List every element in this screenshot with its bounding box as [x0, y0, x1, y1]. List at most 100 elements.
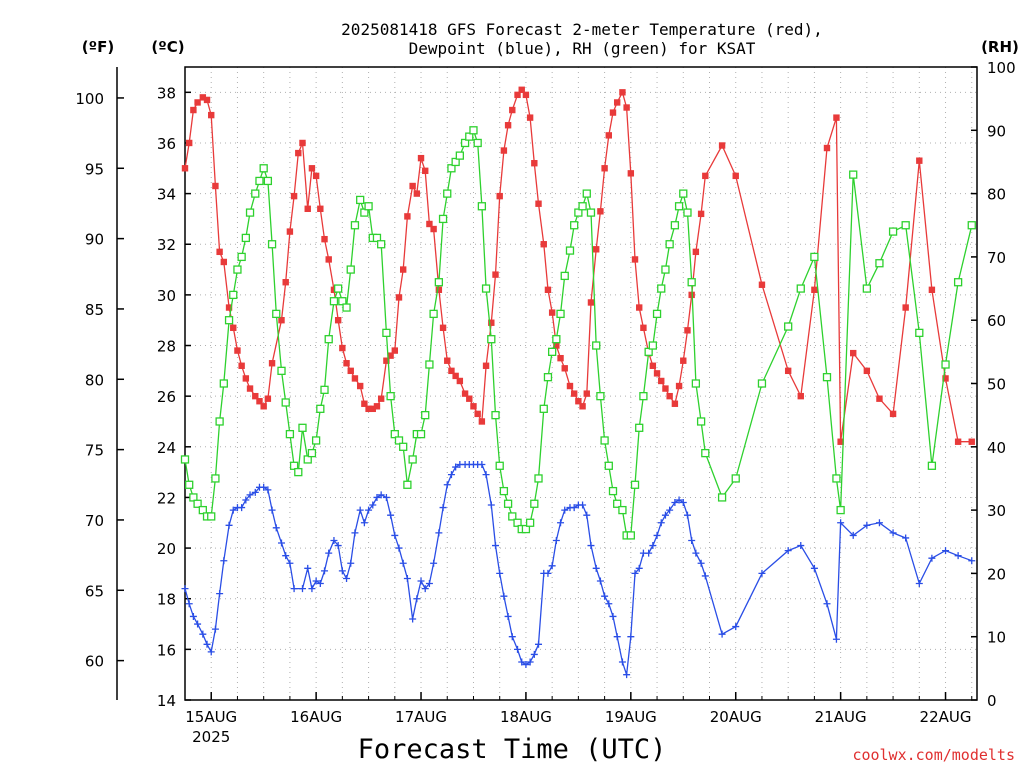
temperature-point [482, 362, 490, 369]
rh-point [543, 373, 553, 382]
series-rh [180, 126, 976, 540]
dewpoint-point [823, 600, 831, 608]
temperature-point [439, 324, 447, 331]
dewpoint-point [413, 595, 421, 603]
dewpoint-point [443, 481, 451, 489]
temperature-point [916, 157, 923, 164]
rh-point [215, 417, 224, 426]
temperature-point [526, 114, 534, 121]
rh-point [421, 410, 430, 420]
temperature-point [470, 403, 477, 410]
rh-point [324, 335, 333, 344]
dewpoint-point [666, 506, 674, 514]
dewpoint-point [544, 569, 552, 577]
x-tick-label: 16AUG [290, 708, 342, 726]
temperature-point [496, 192, 503, 200]
rh-point [465, 132, 474, 141]
rh-point [626, 531, 635, 540]
dewpoint-point [391, 531, 399, 539]
x-axis-title: Forecast Time (UTC) [358, 734, 667, 765]
temperature-point [833, 114, 840, 121]
rh-point [281, 398, 290, 407]
dewpoint-point [863, 521, 871, 529]
dewpoint-point [447, 471, 455, 479]
rh-point [408, 455, 417, 464]
rh-point [429, 309, 438, 319]
temperature-point [474, 410, 481, 418]
dewpoint-point [316, 580, 324, 588]
dewpoint-point [387, 511, 395, 519]
rh-point [503, 499, 513, 508]
celsius-tick-label: 34 [157, 186, 176, 204]
dewpoint-point [185, 600, 193, 608]
dewpoint-point [928, 554, 936, 562]
temperature-point [583, 390, 590, 397]
rh-point [394, 436, 404, 445]
fahrenheit-tick-label: 95 [85, 160, 104, 178]
rh-point [548, 347, 557, 357]
dewpoint-point [583, 511, 591, 519]
fahrenheit-tick-label: 100 [75, 90, 104, 108]
celsius-tick-label: 14 [157, 692, 176, 710]
rh-point [525, 518, 535, 527]
fahrenheit-tick-label: 80 [85, 371, 104, 389]
series-line-temperature [184, 88, 972, 443]
rh-point [508, 512, 517, 521]
temperature-point [837, 438, 844, 445]
rh-tick-label: 40 [987, 439, 1006, 457]
rh-point [941, 360, 950, 369]
dewpoint-point [304, 564, 312, 572]
rh-point [967, 221, 976, 230]
x-tick-label: 21AUG [815, 708, 867, 726]
dewpoint-point [194, 620, 202, 628]
rh-tick-label: 10 [987, 629, 1006, 647]
temperature-point [268, 360, 276, 367]
dewpoint-point [671, 499, 679, 507]
temperature-point [535, 200, 542, 207]
dewpoint-point [435, 529, 443, 537]
rh-point [356, 195, 365, 205]
temperature-point [308, 165, 316, 172]
dewpoint-point [496, 569, 504, 577]
rh-point [211, 474, 220, 483]
temperature-point [278, 317, 285, 324]
dewpoint-point [548, 562, 556, 570]
fahrenheit-tick-label: 90 [85, 231, 104, 249]
dewpoint-point [679, 499, 687, 507]
dewpoint-point [272, 524, 280, 532]
rh-point [600, 436, 609, 445]
dewpoint-point [561, 506, 569, 514]
dewpoint-point [399, 559, 407, 567]
rh-point [386, 392, 395, 401]
dewpoint-point [601, 592, 609, 600]
temperature-point [684, 327, 691, 334]
rh-point [613, 499, 622, 508]
temperature-point [339, 344, 346, 352]
rh-point [915, 328, 924, 338]
rh-point [648, 341, 658, 350]
rh-point [185, 480, 194, 489]
rh-point [635, 423, 644, 432]
temperature-point [613, 99, 621, 106]
dewpoint-point [238, 504, 246, 512]
dewpoint-point [338, 567, 346, 575]
temperature-point [444, 357, 451, 364]
dewpoint-point [403, 574, 411, 582]
temperature-point [954, 438, 962, 445]
rh-point [570, 221, 579, 230]
temperature-point [203, 96, 211, 104]
celsius-tick-label: 36 [157, 135, 176, 153]
dewpoint-point [492, 542, 500, 550]
temperature-point [570, 390, 578, 397]
temperature-point [509, 106, 516, 114]
axes: 14 16 18 20 22 24 26 28 30 32 34 36 38 60 65 70 75 80 85 90… [75, 59, 1015, 746]
temperature-point [365, 405, 372, 413]
dewpoint-point [369, 501, 377, 509]
temperature-point [902, 304, 909, 311]
rh-point [539, 404, 548, 413]
temperature-point [422, 167, 429, 175]
temperature-point [797, 392, 804, 400]
dewpoint-point [609, 612, 617, 620]
dewpoint-point [220, 557, 228, 565]
